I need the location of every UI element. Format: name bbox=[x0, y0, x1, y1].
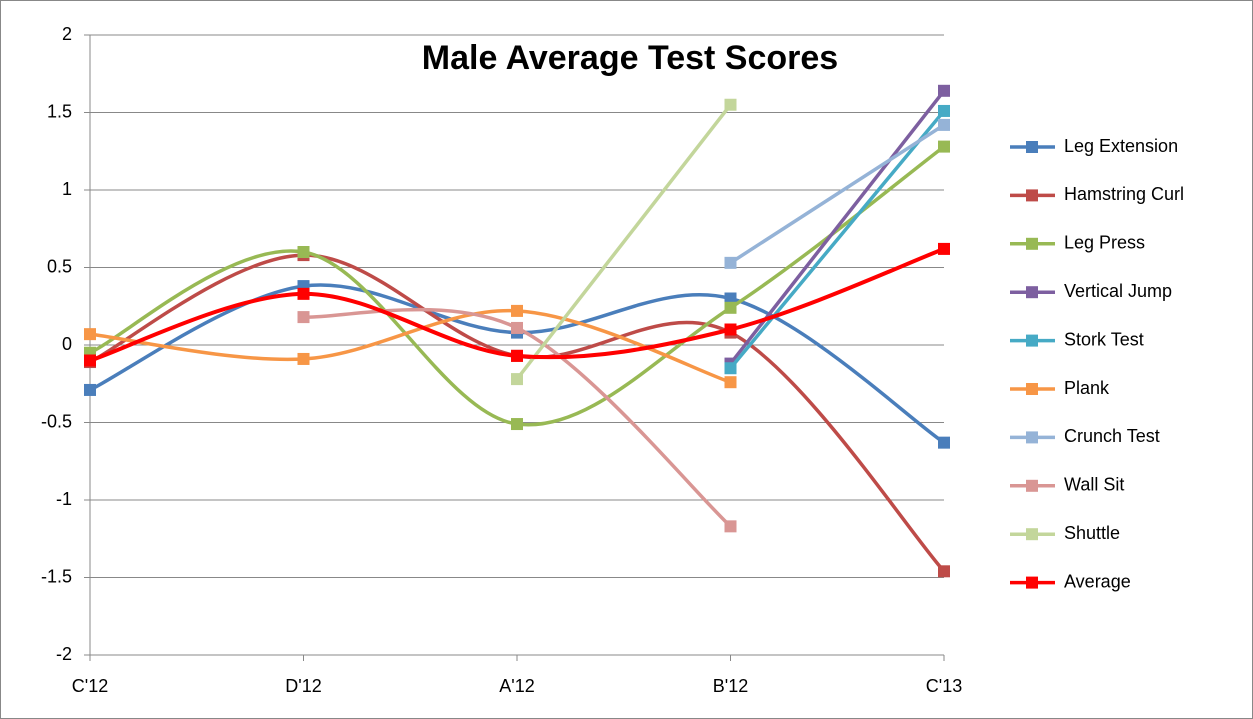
series-marker bbox=[938, 140, 950, 153]
x-tick-label: D'12 bbox=[285, 676, 321, 696]
series-marker bbox=[724, 362, 737, 375]
series-marker bbox=[938, 104, 950, 117]
legend-marker bbox=[1026, 383, 1038, 395]
series-line bbox=[729, 109, 946, 370]
series-marker bbox=[724, 256, 737, 269]
series-marker bbox=[511, 373, 523, 386]
series-marker bbox=[938, 242, 950, 255]
x-tick-label: C'12 bbox=[72, 676, 108, 696]
legend-label: Wall Sit bbox=[1064, 475, 1124, 495]
legend-marker bbox=[1026, 576, 1038, 589]
series-marker bbox=[511, 304, 523, 317]
y-tick-label: 0 bbox=[62, 334, 72, 354]
series-marker bbox=[511, 418, 523, 431]
series-marker bbox=[84, 354, 96, 367]
legend-marker bbox=[1026, 237, 1038, 250]
legend-label: Average bbox=[1064, 571, 1131, 591]
series-marker bbox=[724, 323, 737, 336]
series-marker bbox=[297, 352, 310, 365]
legend-label: Vertical Jump bbox=[1064, 281, 1172, 301]
series-marker bbox=[297, 246, 310, 258]
legend-marker bbox=[1026, 479, 1038, 492]
y-tick-label: -1 bbox=[56, 489, 72, 509]
series-marker bbox=[84, 328, 96, 341]
x-tick-label: C'13 bbox=[926, 676, 962, 696]
legend-marker bbox=[1026, 431, 1038, 444]
legend-marker bbox=[1026, 189, 1038, 202]
legend-label: Crunch Test bbox=[1064, 426, 1160, 446]
y-tick-label: 1.5 bbox=[47, 101, 72, 121]
series-line bbox=[89, 309, 732, 384]
series-marker bbox=[724, 301, 737, 314]
legend-label: Leg Press bbox=[1064, 233, 1145, 253]
series-marker bbox=[724, 376, 737, 389]
series-marker bbox=[84, 383, 96, 396]
legend-label: Shuttle bbox=[1064, 523, 1120, 543]
series-marker bbox=[938, 436, 950, 449]
x-tick-label: A'12 bbox=[499, 676, 534, 696]
series-marker bbox=[724, 98, 737, 111]
series-marker bbox=[938, 84, 950, 97]
legend-marker bbox=[1026, 141, 1038, 153]
series-marker bbox=[511, 349, 523, 362]
series-line bbox=[515, 103, 732, 381]
y-tick-label: -0.5 bbox=[41, 411, 72, 431]
series-marker bbox=[938, 118, 950, 131]
legend-marker bbox=[1026, 334, 1038, 347]
series-line bbox=[303, 307, 732, 528]
legend-label: Hamstring Curl bbox=[1064, 184, 1184, 204]
y-tick-label: 1 bbox=[62, 179, 72, 199]
series-marker bbox=[297, 311, 310, 324]
legend-label: Leg Extension bbox=[1064, 136, 1178, 156]
series-marker bbox=[724, 292, 737, 305]
chart-title: Male Average Test Scores bbox=[422, 39, 838, 77]
legend-label: Stork Test bbox=[1064, 329, 1144, 349]
series-line bbox=[729, 89, 946, 365]
y-tick-label: 0.5 bbox=[47, 256, 72, 276]
legend-marker bbox=[1026, 528, 1038, 541]
y-tick-label: 2 bbox=[62, 24, 72, 44]
y-tick-label: -1.5 bbox=[41, 566, 72, 586]
legend-marker bbox=[1026, 286, 1038, 299]
series-line bbox=[729, 123, 945, 265]
legend-label: Plank bbox=[1064, 378, 1110, 398]
series-marker bbox=[297, 287, 310, 300]
series-marker bbox=[724, 520, 737, 533]
series-marker bbox=[938, 565, 950, 578]
y-tick-label: -2 bbox=[56, 644, 72, 664]
series-marker bbox=[511, 321, 523, 334]
x-tick-label: B'12 bbox=[713, 676, 748, 696]
